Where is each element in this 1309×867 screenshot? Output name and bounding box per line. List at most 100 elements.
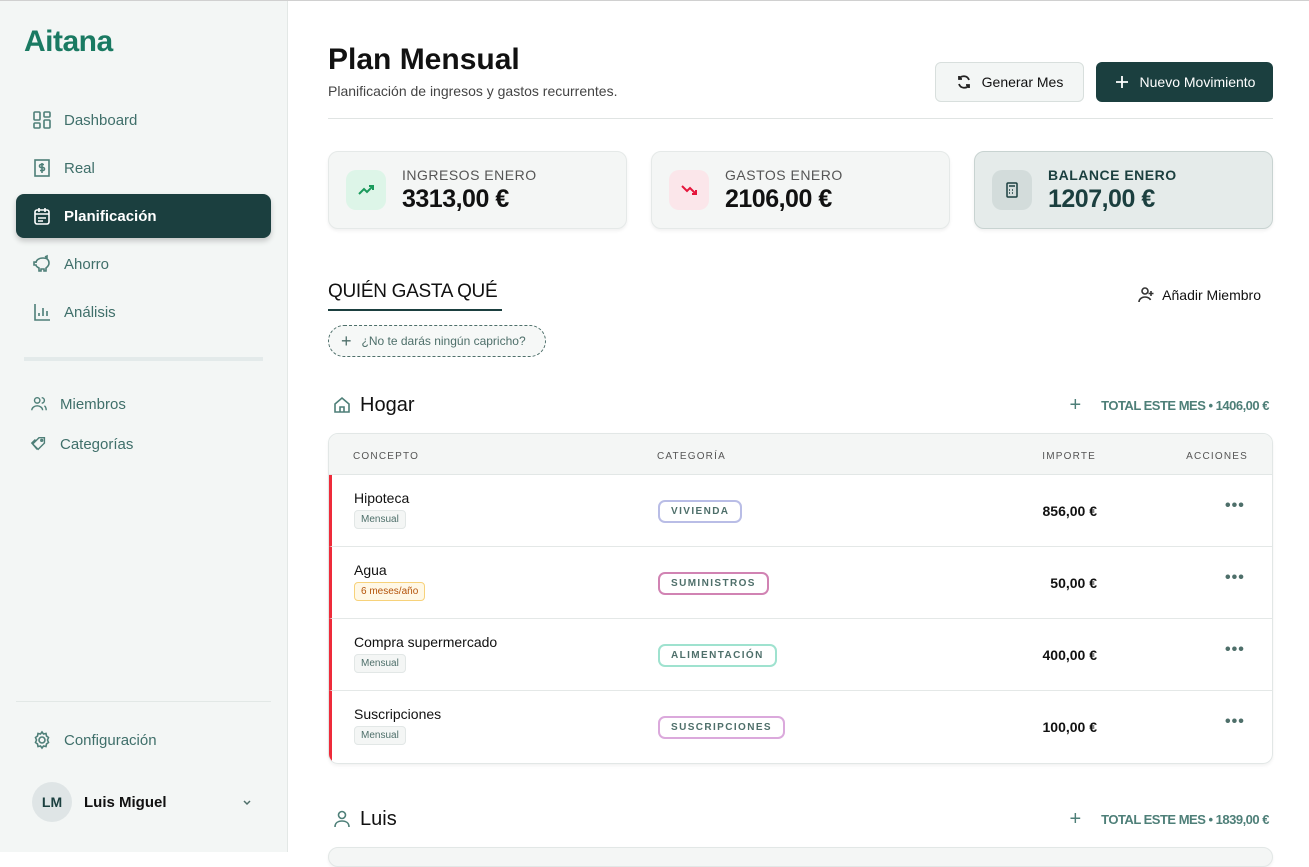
table-row[interactable]: Agua 6 meses/año SUMINISTROS 50,00 € ••• [329, 547, 1272, 619]
sidebar-item-configuracion[interactable]: Configuración [16, 718, 271, 762]
sidebar-item-label: Categorías [60, 435, 134, 453]
luis-table [328, 847, 1273, 867]
home-icon [334, 396, 350, 413]
plus-icon: + [341, 330, 352, 351]
dashboard-icon [33, 111, 51, 129]
bar-chart-icon [34, 304, 50, 321]
group-header-luis: Luis + TOTAL ESTE MES • 1839,00 € [328, 804, 1273, 834]
column-header-category: CATEGORÍA [657, 451, 726, 462]
frequency-badge: Mensual [354, 726, 406, 745]
group-total: TOTAL ESTE MES • 1839,00 € [1101, 811, 1269, 827]
group-name: Luis [360, 807, 397, 830]
category-badge: ALIMENTACIÓN [658, 644, 777, 667]
new-movement-label: Nuevo Movimiento [1139, 74, 1256, 90]
concept: Hipoteca [354, 490, 410, 506]
sidebar-item-ahorro[interactable]: Ahorro [16, 242, 271, 286]
group-header-hogar: Hogar + TOTAL ESTE MES • 1406,00 € [328, 390, 1273, 420]
divider [16, 701, 271, 702]
concept: Compra supermercado [354, 634, 498, 650]
concept: Suscripciones [354, 706, 442, 722]
generate-month-button[interactable]: Generar Mes [935, 62, 1084, 102]
sidebar-item-label: Real [64, 159, 95, 177]
table-row[interactable]: Suscripciones Mensual SUSCRIPCIONES 100,… [329, 691, 1272, 763]
table-row[interactable]: Hipoteca Mensual VIVIENDA 856,00 € ••• [329, 475, 1272, 547]
card-label: GASTOS ENERO [725, 166, 843, 183]
receipt-dollar-icon [34, 159, 50, 177]
sidebar-item-label: Análisis [64, 303, 116, 321]
calculator-icon [992, 170, 1032, 210]
plus-icon [1115, 76, 1128, 88]
user-plus-icon [1138, 287, 1154, 303]
hogar-table: CONCEPTO CATEGORÍA IMPORTE ACCIONES Hipo… [328, 433, 1273, 764]
concept: Agua [354, 562, 387, 578]
generate-month-label: Generar Mes [981, 74, 1064, 90]
amount: 856,00 € [1042, 503, 1098, 519]
page-subtitle: Planificación de ingresos y gastos recur… [328, 83, 618, 99]
sidebar-item-label: Miembros [60, 395, 126, 413]
sidebar-item-label: Planificación [64, 207, 157, 225]
sidebar-item-miembros[interactable]: Miembros [16, 389, 126, 419]
more-actions-icon[interactable]: ••• [1225, 713, 1245, 730]
card-value: 2106,00 € [725, 184, 832, 213]
category-badge: SUMINISTROS [658, 572, 769, 595]
trending-down-icon [669, 170, 709, 210]
amount: 100,00 € [1042, 719, 1098, 735]
sidebar-item-categorias[interactable]: Categorías [16, 429, 133, 459]
sidebar-item-label: Dashboard [64, 111, 138, 129]
amount: 400,00 € [1042, 647, 1098, 663]
category-badge: VIVIENDA [658, 500, 743, 523]
expenses-card: GASTOS ENERO 2106,00 € [651, 151, 950, 229]
gear-icon [34, 730, 50, 750]
sidebar-item-analisis[interactable]: Análisis [16, 290, 271, 334]
amount: 50,00 € [1050, 575, 1097, 591]
trending-up-icon [346, 170, 386, 210]
column-header-concept: CONCEPTO [353, 451, 420, 462]
income-card: INGRESOS ENERO 3313,00 € [328, 151, 627, 229]
avatar: LM [32, 782, 72, 822]
card-value: 1207,00 € [1048, 184, 1155, 213]
add-whim-label: ¿No te darás ningún capricho? [361, 334, 526, 348]
users-icon [31, 396, 47, 411]
frequency-badge: Mensual [354, 654, 406, 673]
chevron-down-icon [243, 800, 251, 806]
card-label: BALANCE ENERO [1048, 166, 1177, 183]
add-item-button[interactable]: + [1069, 807, 1082, 830]
new-movement-button[interactable]: Nuevo Movimiento [1096, 62, 1273, 102]
divider [24, 357, 263, 361]
user-icon [334, 810, 350, 828]
add-whim-button[interactable]: + ¿No te darás ningún capricho? [328, 325, 546, 357]
add-item-button[interactable]: + [1069, 393, 1082, 416]
card-value: 3313,00 € [402, 184, 509, 213]
column-header-amount: IMPORTE [1042, 451, 1096, 462]
more-actions-icon[interactable]: ••• [1225, 569, 1245, 586]
divider [328, 118, 1273, 119]
piggy-bank-icon [33, 254, 50, 272]
sidebar: Aitana Dashboard Real Planificación Ahor… [0, 1, 288, 852]
logo[interactable]: Aitana [24, 25, 113, 58]
frequency-badge: Mensual [354, 510, 406, 529]
user-menu[interactable]: LM Luis Miguel [32, 782, 257, 822]
refresh-icon [957, 75, 970, 89]
add-member-button[interactable]: Añadir Miembro [1138, 286, 1261, 303]
frequency-badge: 6 meses/año [354, 582, 426, 601]
sidebar-item-label: Ahorro [64, 255, 110, 273]
page-title: Plan Mensual [328, 43, 520, 76]
section-tab-who-spends[interactable]: QUIÉN GASTA QUÉ [328, 281, 502, 311]
sidebar-item-real[interactable]: Real [16, 146, 271, 190]
sidebar-item-planificacion[interactable]: Planificación [16, 194, 271, 238]
more-actions-icon[interactable]: ••• [1225, 641, 1245, 658]
category-badge: SUSCRIPCIONES [658, 716, 785, 739]
group-name: Hogar [360, 393, 415, 416]
balance-card: BALANCE ENERO 1207,00 € [974, 151, 1273, 229]
column-header-actions: ACCIONES [1186, 451, 1248, 462]
sidebar-item-label: Configuración [64, 731, 157, 749]
add-member-label: Añadir Miembro [1162, 286, 1261, 303]
table-row[interactable]: Compra supermercado Mensual ALIMENTACIÓN… [329, 619, 1272, 691]
sidebar-item-dashboard[interactable]: Dashboard [16, 98, 271, 142]
card-label: INGRESOS ENERO [402, 166, 537, 183]
user-name: Luis Miguel [84, 793, 167, 811]
tag-icon [30, 436, 46, 451]
table-header: CONCEPTO CATEGORÍA IMPORTE ACCIONES [329, 434, 1272, 475]
more-actions-icon[interactable]: ••• [1225, 497, 1245, 514]
calendar-icon [34, 208, 50, 225]
